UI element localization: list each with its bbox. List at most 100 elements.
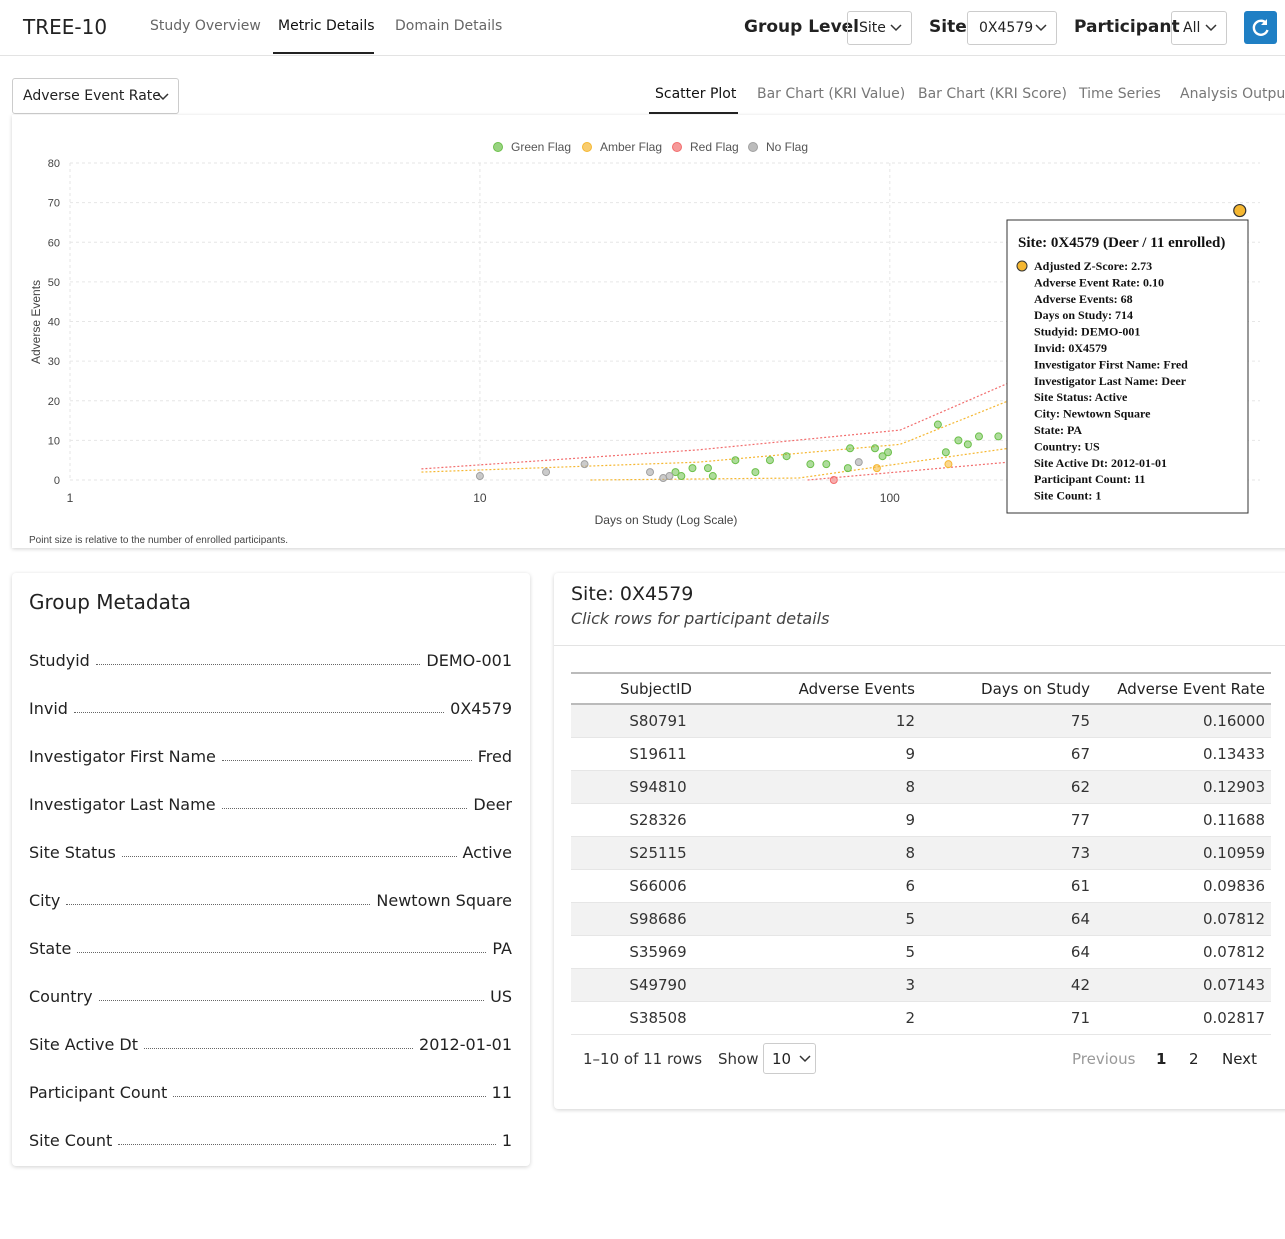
point [1233,203,1247,218]
threshold-line [421,382,1009,470]
table-cell: 61 [1070,877,1090,895]
metadata-value: Deer [473,795,512,814]
leader [221,808,468,809]
filter-select[interactable]: Site [847,11,912,45]
point [846,444,855,453]
legend-label: Amber Flag [600,140,662,154]
table-row[interactable] [571,969,1271,1002]
table-cell: 42 [1070,976,1090,994]
leader [73,712,445,713]
y-tick-label: 70 [48,198,60,210]
y-axis-label: Adverse Events [29,280,43,364]
table-row[interactable] [571,804,1271,837]
table-row[interactable] [571,705,1271,738]
column-header: Days on Study [981,680,1090,698]
table-cell: 64 [1070,943,1090,961]
view-tab[interactable]: Analysis Output [1180,86,1285,102]
point [884,448,893,457]
leader [143,1048,414,1049]
x-tick-label: 100 [880,491,900,505]
metadata-row: City Newtown Square [29,888,512,910]
page-button[interactable]: 1 [1156,1050,1167,1068]
metric-select[interactable]: Adverse Event Rate [12,78,179,114]
view-tab[interactable]: Bar Chart (KRI Score) [918,86,1067,102]
y-tick-label: 60 [48,237,60,249]
table-cell: S28326 [629,811,687,829]
nav-tab[interactable]: Domain Details [395,18,503,34]
tooltip-line: Investigator Last Name: Deer [1034,374,1187,388]
filter-select[interactable]: All [1171,11,1227,45]
table-row[interactable] [571,936,1271,969]
divider [554,645,1285,646]
point [542,468,551,477]
metric-select-value: Adverse Event Rate [23,88,161,104]
refresh-button[interactable] [1244,11,1277,44]
table-top-border [571,672,1271,674]
table-cell: 12 [895,712,915,730]
point [677,472,686,481]
view-tab[interactable]: Bar Chart (KRI Value) [757,86,906,102]
point [765,456,774,465]
legend-label: Red Flag [690,140,739,154]
metadata-value: 0X4579 [450,699,512,718]
table-row[interactable] [571,870,1271,903]
table-cell: 5 [905,910,915,928]
point [854,458,863,467]
leader [95,664,421,665]
y-tick-label: 20 [48,396,60,408]
tooltip-line: Country: US [1034,439,1100,453]
metadata-key: City [29,891,61,910]
table-cell: 67 [1070,745,1090,763]
table-cell: S94810 [629,778,687,796]
point [941,448,950,457]
table-row[interactable] [571,837,1271,870]
table-cell: 0.07143 [1202,976,1265,994]
table-cell: 0.07812 [1202,943,1265,961]
metadata-value: 11 [491,1083,512,1102]
filter-label: Participant [1074,17,1180,37]
metadata-value: Newtown Square [376,891,512,910]
point [751,468,760,477]
point [994,432,1003,441]
previous-button[interactable]: Previous [1072,1050,1136,1068]
metadata-key: State [29,939,72,958]
point [974,432,983,441]
chevron [1205,24,1217,32]
y-tick-label: 40 [48,317,60,329]
table-row[interactable] [571,771,1271,804]
table-cell: 0.09836 [1202,877,1265,895]
x-axis-label: Days on Study (Log Scale) [595,513,738,527]
table-row[interactable] [571,903,1271,936]
table-cell: S66006 [629,877,687,895]
page-button[interactable]: 2 [1189,1050,1199,1068]
next-button[interactable]: Next [1222,1050,1257,1068]
table-cell: S80791 [629,712,687,730]
nav-tab[interactable]: Metric Details [278,18,375,34]
table-cell: 8 [905,844,915,862]
metadata-row: Investigator Last Name Deer [29,792,512,814]
filter-value: Site [859,20,886,36]
tooltip-line: Days on Study: 714 [1034,308,1133,322]
table-cell: S25115 [629,844,687,862]
nav-tab[interactable]: Study Overview [150,18,261,34]
table-cell: 2 [905,1009,915,1027]
filter-label: Site [929,17,967,37]
view-tab[interactable]: Scatter Plot [655,86,737,102]
table-row[interactable] [571,738,1271,771]
metadata-key: Investigator First Name [29,747,216,766]
filter-select[interactable]: 0X4579 [967,11,1057,45]
legend-swatch [672,142,682,152]
metadata-value: 1 [501,1131,512,1150]
page-size-select[interactable]: 10 [763,1043,816,1074]
metadata-key: Site Count [29,1131,113,1150]
footnote: Point size is relative to the number of … [29,535,288,546]
table-cell: 3 [905,976,915,994]
table-cell: S98686 [629,910,687,928]
chart: 0 10 20 30 40 50 60 70 80 1 10 100 Days on Study (Lo… [29,140,1260,546]
y-tick-label: 80 [48,158,60,170]
table-row[interactable] [571,1002,1271,1035]
view-tab[interactable]: Time Series [1079,86,1161,102]
point [782,452,791,461]
table-cell: 0.07812 [1202,910,1265,928]
